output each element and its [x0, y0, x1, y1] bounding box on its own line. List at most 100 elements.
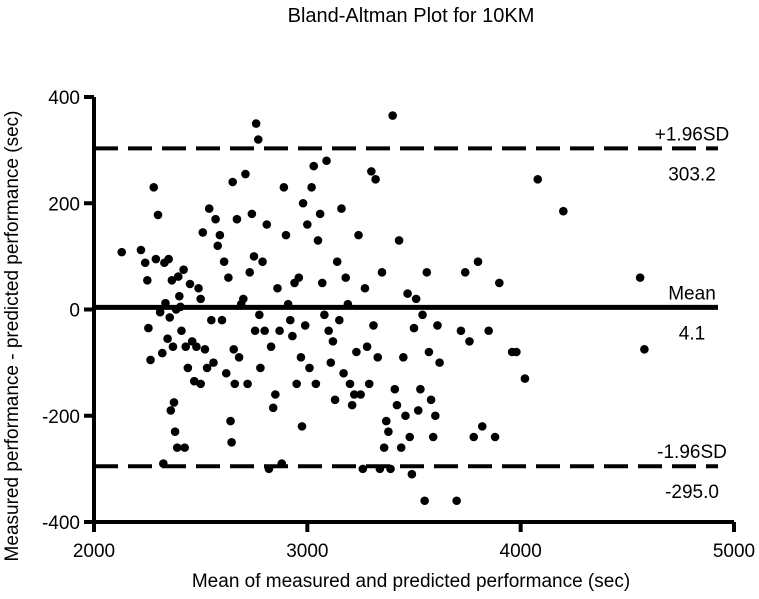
data-point: [227, 438, 236, 447]
data-point: [356, 390, 365, 399]
data-point: [175, 291, 184, 301]
data-point: [198, 228, 208, 237]
data-point: [215, 230, 225, 240]
data-point: [373, 353, 383, 362]
y-tick-label: 400: [48, 88, 80, 109]
data-point: [251, 119, 261, 128]
x-tick-label: 5000: [713, 541, 755, 562]
data-point: [388, 111, 397, 120]
data-point: [345, 379, 355, 389]
data-point: [166, 406, 176, 415]
data-point: [117, 247, 127, 257]
data-point: [495, 278, 504, 288]
data-point: [337, 204, 346, 213]
data-point: [399, 353, 408, 362]
reference-line-value: 4.1: [679, 323, 705, 344]
data-point: [490, 432, 500, 442]
data-point: [313, 236, 323, 245]
data-point: [428, 432, 438, 442]
data-point: [213, 241, 223, 251]
data-point: [300, 321, 310, 330]
data-point: [384, 427, 393, 436]
reference-line-label: +1.96SD: [655, 124, 729, 145]
data-point: [315, 209, 325, 219]
chart-title: Bland-Altman Plot for 10KM: [288, 5, 535, 27]
data-point: [317, 278, 327, 288]
data-point: [377, 268, 387, 277]
data-point: [452, 496, 461, 506]
data-point: [330, 395, 340, 405]
data-point: [226, 416, 235, 426]
data-point: [381, 416, 391, 426]
data-point: [403, 289, 412, 298]
data-point: [283, 299, 293, 309]
data-point: [420, 496, 429, 506]
data-point: [200, 345, 210, 354]
data-point: [170, 427, 180, 436]
data-point: [185, 279, 195, 289]
data-point: [228, 177, 237, 187]
data-point: [465, 337, 474, 346]
data-point: [369, 321, 378, 330]
data-point: [392, 400, 402, 410]
data-point: [209, 358, 218, 367]
data-point: [143, 275, 152, 285]
data-point: [358, 464, 368, 474]
data-point: [303, 220, 312, 229]
data-point: [196, 379, 205, 389]
data-point: [255, 310, 264, 320]
data-point: [164, 254, 173, 264]
x-tick-label: 2000: [73, 541, 115, 562]
data-point: [250, 326, 260, 336]
data-point: [241, 169, 250, 179]
data-point: [297, 422, 307, 431]
data-point: [288, 331, 297, 341]
data-point: [411, 294, 421, 304]
data-point: [396, 443, 406, 452]
data-point: [386, 464, 395, 474]
data-point: [253, 135, 263, 144]
data-point: [322, 156, 331, 166]
data-point: [307, 183, 316, 192]
data-point: [341, 273, 351, 282]
data-point: [309, 161, 319, 171]
data-point: [533, 175, 543, 184]
reference-line-value: -295.0: [665, 482, 719, 503]
data-point: [354, 230, 363, 240]
data-point: [456, 326, 466, 336]
data-point: [245, 268, 255, 277]
data-point: [294, 273, 304, 282]
data-point: [473, 257, 483, 266]
data-point: [409, 323, 419, 333]
data-point: [640, 345, 649, 354]
data-points: [117, 111, 649, 506]
data-point: [424, 347, 434, 357]
data-point: [264, 464, 274, 474]
data-point: [328, 337, 338, 346]
data-point: [512, 347, 521, 357]
data-point: [364, 379, 374, 389]
x-tick-label: 3000: [286, 541, 328, 562]
data-point: [224, 273, 233, 282]
data-point: [153, 210, 163, 220]
data-point: [390, 384, 400, 394]
data-point: [305, 363, 314, 373]
data-point: [239, 294, 248, 304]
data-point: [477, 422, 487, 431]
data-point: [194, 283, 203, 293]
reference-line-label: -1.96SD: [657, 442, 727, 463]
data-point: [249, 252, 259, 261]
data-point: [343, 299, 353, 309]
data-point: [202, 363, 212, 373]
data-point: [151, 254, 161, 264]
data-point: [243, 379, 252, 389]
data-point: [167, 275, 177, 285]
reference-line-label: Mean: [668, 283, 716, 304]
data-point: [413, 406, 423, 415]
data-point: [136, 245, 146, 255]
data-point: [326, 358, 336, 367]
data-point: [173, 272, 183, 281]
data-point: [179, 265, 188, 274]
data-point: [401, 411, 410, 421]
